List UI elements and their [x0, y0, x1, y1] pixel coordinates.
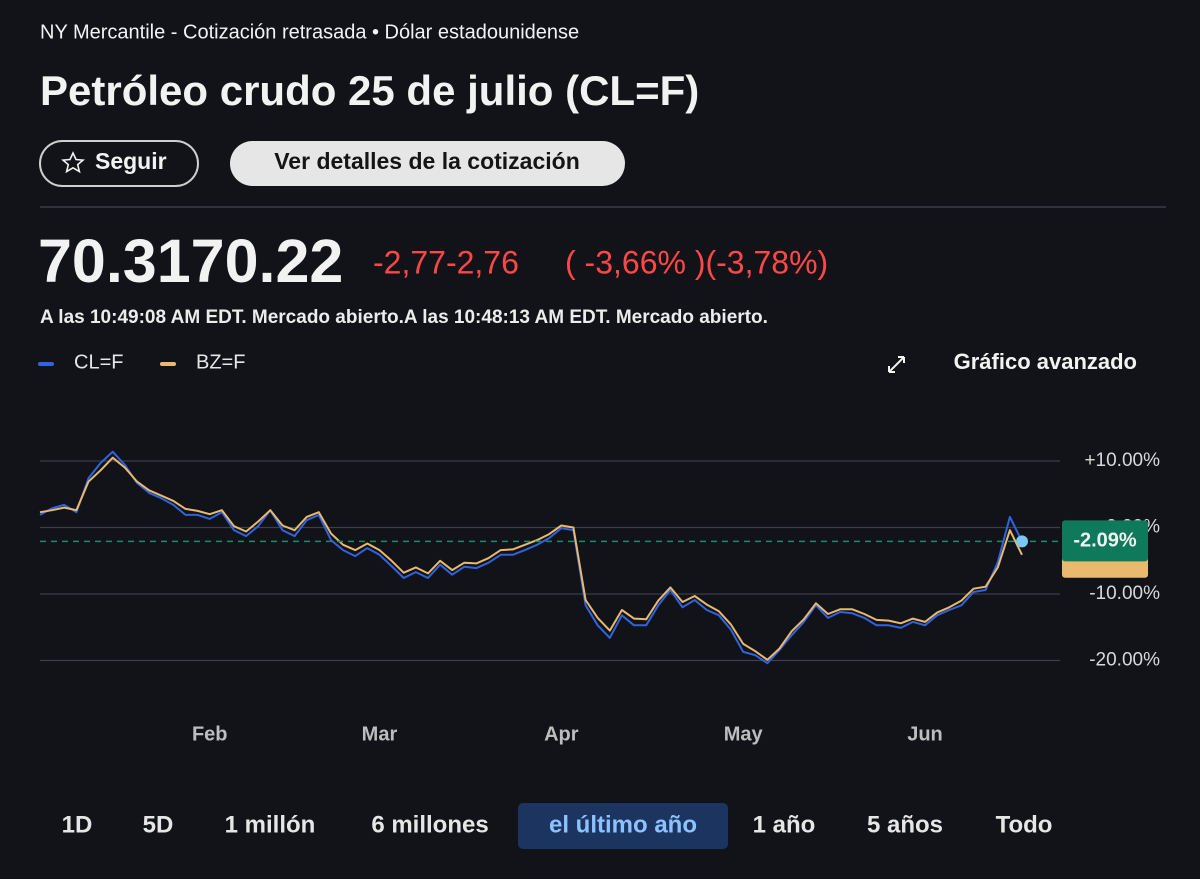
details-label: Ver detalles de la cotización	[274, 148, 580, 174]
follow-label: Seguir	[95, 148, 167, 174]
x-tick-label: Jun	[907, 723, 943, 745]
y-tick-label: -20.00%	[1089, 650, 1160, 671]
change: -2,77-2,76	[373, 244, 519, 280]
range-button[interactable]: 1 millón	[225, 811, 316, 838]
series-line	[39, 450, 1023, 665]
details-button[interactable]	[230, 141, 625, 186]
x-tick-label: May	[724, 723, 764, 745]
last-value-label: -2.09%	[1073, 530, 1137, 552]
breadcrumb: NY Mercantile - Cotización retrasada • D…	[40, 21, 579, 43]
legend-label: BZ=F	[196, 351, 245, 373]
change-percent: ( -3,66% )(-3,78%)	[565, 244, 828, 280]
range-button[interactable]: el último año	[549, 811, 697, 838]
x-tick-label: Apr	[544, 723, 579, 745]
star-icon	[61, 151, 85, 174]
series-line	[39, 456, 1023, 661]
title: Petróleo crudo 25 de julio (CL=F)	[40, 67, 699, 114]
y-tick-label: +10.00%	[1084, 450, 1160, 471]
range-button[interactable]: 6 millones	[371, 811, 488, 838]
y-tick-label: -10.00%	[1089, 583, 1160, 604]
last-point	[1016, 535, 1028, 548]
follow-button[interactable]	[39, 140, 199, 187]
range-button[interactable]: 1D	[62, 811, 93, 838]
last-value-badge	[1062, 520, 1148, 562]
range-button-selected[interactable]	[518, 803, 728, 849]
x-tick-label: Feb	[192, 723, 228, 745]
x-tick-label: Mar	[362, 723, 398, 745]
range-button[interactable]: Todo	[996, 811, 1053, 838]
range-button[interactable]: 5 años	[867, 811, 943, 838]
price: 70.3170.22	[38, 227, 343, 295]
legend-label: CL=F	[74, 351, 123, 373]
quote-time: A las 10:49:08 AM EDT. Mercado abierto.A…	[40, 307, 768, 328]
expand-icon	[888, 356, 905, 373]
advanced-chart-link[interactable]: Gráfico avanzado	[954, 349, 1137, 374]
range-button[interactable]: 1 año	[753, 811, 816, 838]
range-button[interactable]: 5D	[143, 811, 174, 838]
